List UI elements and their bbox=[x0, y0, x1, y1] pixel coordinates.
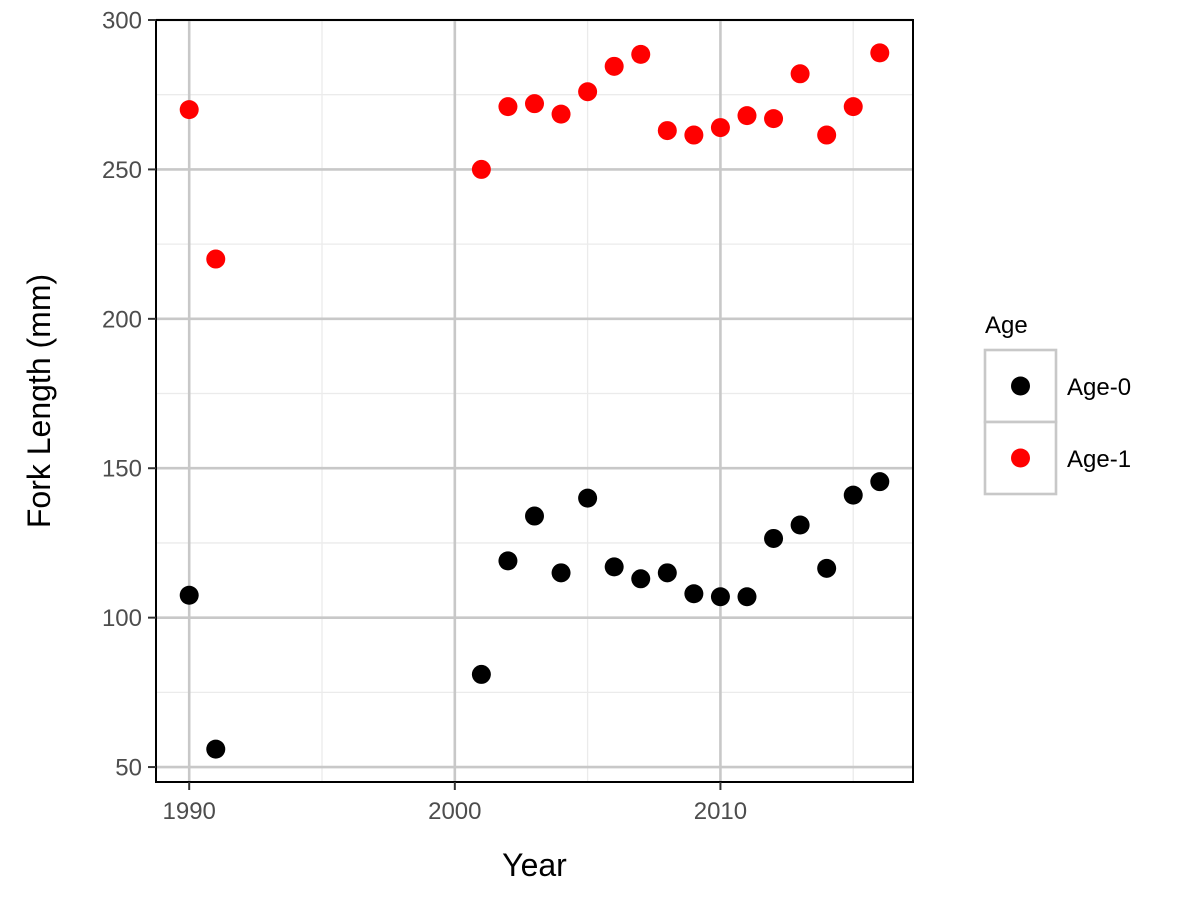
y-tick-label: 200 bbox=[102, 306, 142, 333]
x-tick-label: 2000 bbox=[428, 798, 481, 825]
y-tick-label: 100 bbox=[102, 605, 142, 632]
y-tick-label: 50 bbox=[115, 755, 142, 782]
point-age-0 bbox=[764, 528, 784, 548]
point-age-0 bbox=[498, 551, 518, 571]
point-age-0 bbox=[817, 558, 837, 578]
point-age-1 bbox=[498, 97, 518, 117]
point-age-1 bbox=[684, 125, 704, 145]
major-gridlines bbox=[156, 18, 913, 782]
x-axis-title: Year bbox=[502, 847, 567, 883]
point-age-0 bbox=[790, 515, 810, 535]
legend-marker-age-1 bbox=[1011, 448, 1030, 468]
point-age-0 bbox=[710, 587, 730, 607]
point-age-0 bbox=[870, 472, 890, 492]
point-age-1 bbox=[710, 118, 730, 138]
legend-marker-age-0 bbox=[1011, 376, 1030, 396]
point-age-0 bbox=[179, 585, 199, 605]
legend-items: Age-0 Age-1 bbox=[983, 348, 1131, 496]
point-age-1 bbox=[657, 121, 677, 141]
point-age-1 bbox=[843, 97, 863, 117]
y-axis-title: Fork Length (mm) bbox=[21, 274, 57, 528]
x-tick-label: 2010 bbox=[694, 798, 747, 825]
legend-title: Age bbox=[985, 312, 1028, 339]
data-points bbox=[179, 43, 890, 759]
point-age-0 bbox=[206, 739, 226, 759]
point-age-1 bbox=[578, 82, 598, 102]
point-age-1 bbox=[206, 249, 226, 269]
x-tick-label: 1990 bbox=[163, 798, 216, 825]
point-age-0 bbox=[631, 569, 651, 589]
y-tick-label: 300 bbox=[102, 8, 142, 35]
point-age-1 bbox=[764, 109, 784, 129]
y-tick-label: 250 bbox=[102, 157, 142, 184]
legend-key-age-1 bbox=[983, 420, 1058, 496]
point-age-1 bbox=[471, 159, 491, 179]
point-age-0 bbox=[657, 563, 677, 583]
point-age-0 bbox=[578, 488, 598, 508]
point-age-0 bbox=[525, 506, 544, 526]
tick-labels: 1990 2000 2010 50 100 150 200 250 300 bbox=[102, 8, 747, 826]
legend-label-age-1: Age-1 bbox=[1067, 446, 1131, 473]
point-age-0 bbox=[604, 557, 624, 577]
point-age-0 bbox=[551, 563, 571, 583]
legend: Age Age-0 Age-1 bbox=[983, 312, 1131, 496]
y-tick-label: 150 bbox=[102, 456, 142, 483]
point-age-0 bbox=[471, 664, 491, 684]
point-age-1 bbox=[551, 104, 571, 124]
point-age-1 bbox=[631, 44, 651, 64]
point-age-0 bbox=[737, 587, 757, 607]
legend-label-age-0: Age-0 bbox=[1067, 374, 1131, 401]
point-age-1 bbox=[525, 94, 544, 114]
point-age-1 bbox=[737, 106, 757, 126]
point-age-1 bbox=[179, 100, 199, 120]
point-age-0 bbox=[684, 584, 704, 604]
minor-gridlines bbox=[156, 20, 913, 782]
axis-ticks bbox=[148, 19, 722, 790]
point-age-1 bbox=[790, 64, 810, 84]
point-age-1 bbox=[870, 43, 890, 63]
plot-panel-border bbox=[155, 19, 914, 783]
point-age-1 bbox=[817, 125, 837, 145]
point-age-1 bbox=[604, 56, 624, 76]
point-age-0 bbox=[843, 485, 863, 505]
